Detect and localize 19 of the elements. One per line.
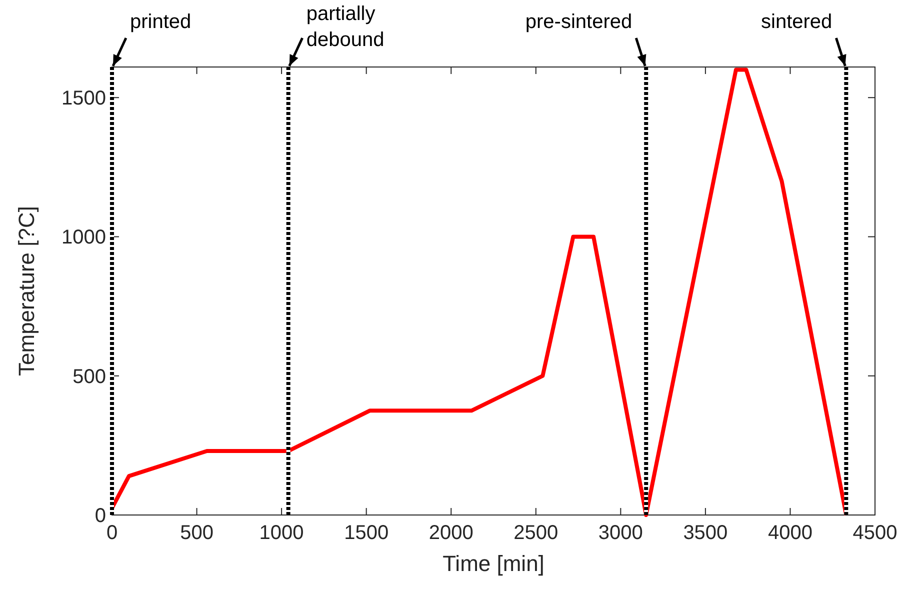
x-tick-label: 500 (180, 522, 214, 544)
ref-line-label: partially debound (306, 3, 384, 51)
x-tick-label: 3500 (683, 522, 728, 544)
x-tick-label: 4000 (768, 522, 812, 544)
y-tick-label: 0 (94, 505, 106, 527)
y-tick-label: 500 (72, 366, 106, 388)
x-tick-label: 2000 (428, 522, 474, 544)
x-tick-label: 2500 (514, 522, 558, 544)
y-axis-title: Temperature [?C] (14, 206, 39, 376)
ref-line-label: pre-sintered (525, 11, 632, 33)
x-tick-label: 4500 (852, 522, 898, 544)
ref-line-label: printed (130, 11, 192, 33)
y-tick-label: 1500 (62, 88, 106, 110)
x-tick-label: 1500 (344, 522, 389, 544)
ref-line-label: sintered (761, 11, 832, 33)
y-tick-label: 1000 (62, 226, 106, 249)
x-tick-label: 1000 (259, 522, 304, 544)
x-axis-title: Time [min] (442, 551, 544, 576)
x-tick-label: 3000 (598, 522, 643, 544)
